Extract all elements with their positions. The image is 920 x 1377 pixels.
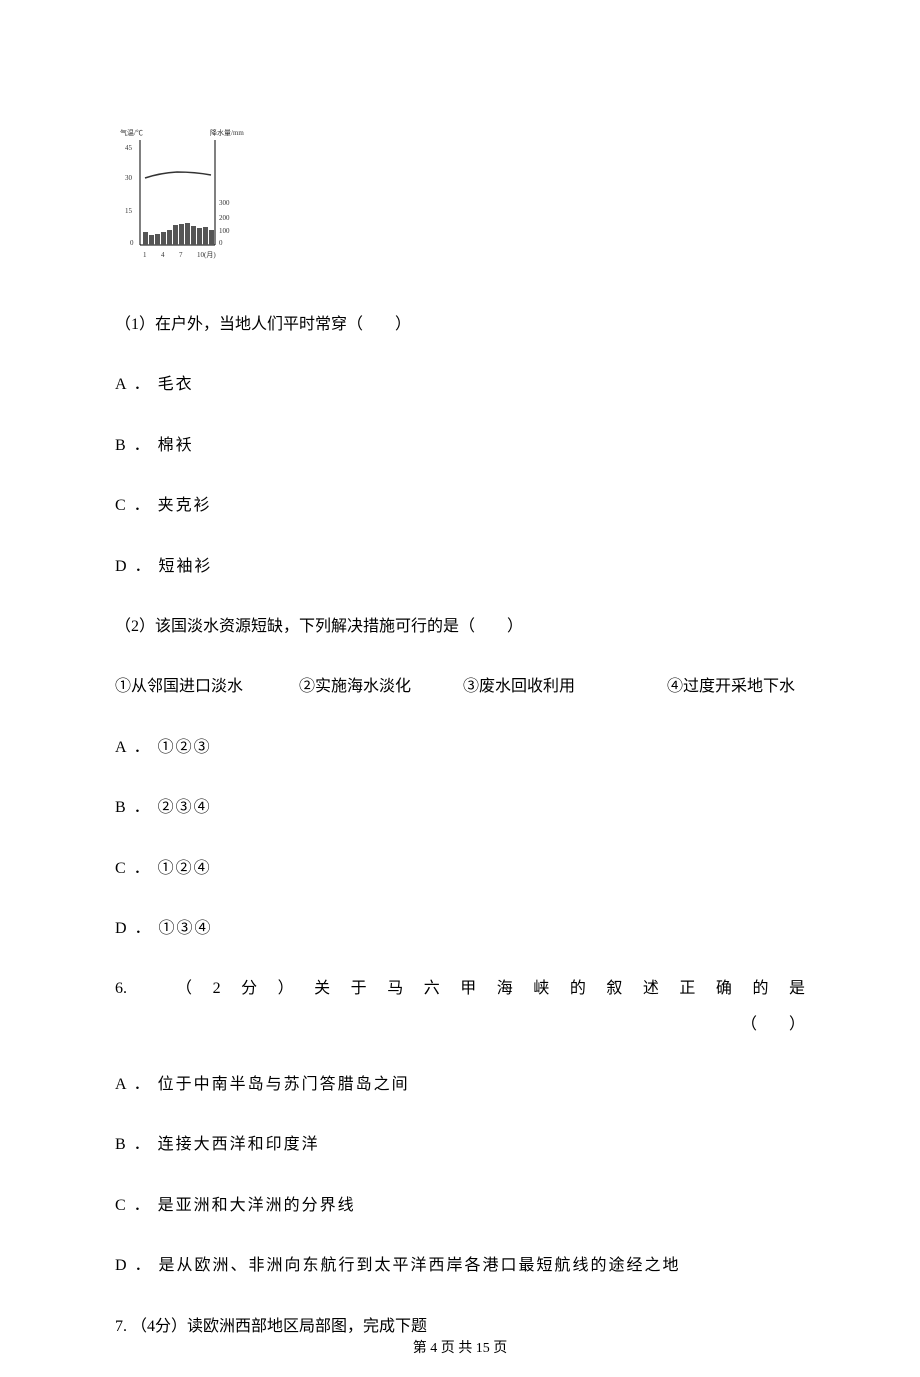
q6-option-d: D ． 是从欧洲、非洲向东航行到太平洋西岸各港口最短航线的途经之地 [115,1251,805,1281]
q6-option-b: B ． 连接大西洋和印度洋 [115,1130,805,1160]
svg-text:7: 7 [179,251,183,259]
q2-item-1: ①从邻国进口淡水 [115,672,295,702]
q2-option-d: D ． ①③④ [115,914,805,944]
q1-option-d: D ． 短袖衫 [115,552,805,582]
q2-option-c: C ． ①②④ [115,854,805,884]
svg-text:100: 100 [219,227,230,235]
svg-text:300: 300 [219,199,230,207]
q6-option-a: A ． 位于中南半岛与苏门答腊岛之间 [115,1070,805,1100]
page-footer: 第 4 页 共 15 页 [0,1337,920,1357]
chart-right-label: 降水量/mm [210,128,244,137]
q2-option-b: B ． ②③④ [115,793,805,823]
svg-text:4: 4 [161,251,165,259]
q6-stem: 6. （2分）关于马六甲海峡的叙述正确的是 [115,974,805,1004]
q1-option-c: C ． 夹克衫 [115,491,805,521]
svg-text:15: 15 [125,207,133,215]
q6-paren: （ ） [115,1010,805,1040]
chart-left-label: 气温/℃ [120,128,143,137]
q6-option-c: C ． 是亚洲和大洋洲的分界线 [115,1191,805,1221]
svg-text:10(月): 10(月) [197,251,216,259]
svg-text:0: 0 [130,239,134,247]
q2-items: ①从邻国进口淡水 ②实施海水淡化 ③废水回收利用 ④过度开采地下水 [115,672,805,702]
q2-stem: （2）该国淡水资源短缺，下列解决措施可行的是（ ） [115,612,805,642]
q2-item-4: ④过度开采地下水 [667,672,795,702]
svg-text:1: 1 [143,251,147,259]
q1-option-a: A ． 毛衣 [115,370,805,400]
svg-text:45: 45 [125,144,133,152]
svg-text:0: 0 [219,239,223,247]
q2-option-a: A ． ①②③ [115,733,805,763]
q2-item-2: ②实施海水淡化 [299,672,459,702]
q1-stem: （1）在户外，当地人们平时常穿（ ） [115,310,805,340]
svg-text:30: 30 [125,174,133,182]
svg-text:200: 200 [219,214,230,222]
climate-chart-svg: 气温/℃ 降水量/mm 45 30 15 0 300 200 100 0 1 4… [115,125,245,265]
q2-item-3: ③废水回收利用 [463,672,663,702]
climate-chart: 气温/℃ 降水量/mm 45 30 15 0 300 200 100 0 1 4… [115,125,245,265]
q1-option-b: B ． 棉袄 [115,431,805,461]
